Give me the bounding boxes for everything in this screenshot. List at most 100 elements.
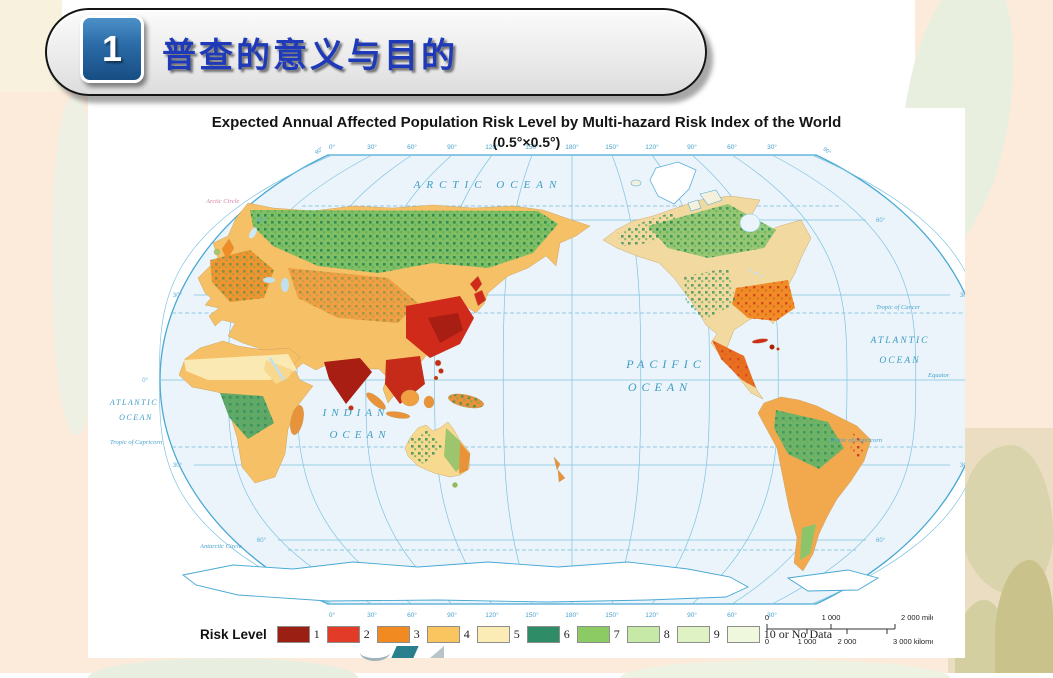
decor-triangle-shape — [430, 646, 444, 658]
svg-text:0: 0 — [765, 613, 769, 622]
background-corner-topright — [915, 0, 1053, 120]
legend-item: 10 or No Data — [726, 625, 833, 643]
legend-value: 10 or No Data — [763, 626, 833, 641]
legend-swatch — [626, 625, 660, 643]
svg-text:OCEAN: OCEAN — [119, 413, 153, 422]
legend-value: 1 — [313, 626, 320, 641]
svg-text:150°: 150° — [525, 143, 539, 151]
svg-text:180°: 180° — [565, 143, 579, 151]
map-title: Expected Annual Affected Population Risk… — [211, 114, 842, 131]
svg-text:90°: 90° — [687, 143, 697, 151]
decor-teal-shape — [391, 646, 419, 658]
legend-value: 8 — [663, 626, 670, 641]
legend-value: 7 — [613, 626, 620, 641]
equator-label: Equator — [927, 372, 950, 379]
graticule-labels: 0° 30° 60° 90° 120° 150° 180° 150° 120° 90° 60° 30°… — [142, 143, 965, 619]
svg-text:30°: 30° — [173, 463, 183, 469]
svg-text:180°: 180° — [565, 611, 579, 619]
svg-text:1 000: 1 000 — [798, 637, 817, 646]
tropic-capricorn-label-w: Tropic of Capricorn — [110, 439, 162, 446]
legend-swatch — [576, 625, 610, 643]
legend-swatch — [426, 625, 460, 643]
svg-text:60°: 60° — [876, 218, 886, 224]
svg-text:90°: 90° — [314, 146, 324, 156]
svg-text:60°: 60° — [727, 143, 737, 151]
svg-text:30°: 30° — [367, 143, 377, 151]
legend-value: 4 — [463, 626, 470, 641]
svg-text:2 000: 2 000 — [838, 637, 857, 646]
svg-text:OCEAN: OCEAN — [329, 429, 390, 441]
ocean-labels: ARCTIC OCEAN PACIFIC OCEAN INDIAN OCEAN … — [109, 179, 930, 441]
background-strip-bottom — [0, 656, 1053, 673]
legend-item: 6 — [526, 625, 570, 643]
svg-text:30°: 30° — [960, 463, 965, 469]
svg-text:120°: 120° — [485, 611, 499, 619]
svg-text:OCEAN: OCEAN — [879, 356, 920, 366]
atlantic-east-label: ATLANTIC — [870, 336, 930, 346]
svg-text:120°: 120° — [645, 611, 659, 619]
decor-arc-shape — [360, 644, 390, 661]
legend-swatch — [276, 625, 310, 643]
legend-swatch — [476, 625, 510, 643]
svg-text:150°: 150° — [605, 143, 619, 151]
reference-line-labels: Arctic Circle Tropic of Cancer Equator T… — [110, 198, 950, 550]
svg-text:30°: 30° — [960, 293, 965, 299]
arctic-ocean-label: ARCTIC OCEAN — [413, 179, 563, 191]
world-risk-map: ARCTIC OCEAN PACIFIC OCEAN INDIAN OCEAN … — [109, 143, 965, 619]
svg-text:90°: 90° — [687, 611, 697, 619]
svg-text:90°: 90° — [447, 143, 457, 151]
svg-text:60°: 60° — [407, 611, 417, 619]
legend-value: 2 — [363, 626, 370, 641]
tropic-cancer-label: Tropic of Cancer — [876, 304, 921, 311]
slide-title: 普查的意义与目的 — [162, 36, 458, 75]
legend-item: 5 — [476, 625, 520, 643]
svg-text:0°: 0° — [329, 143, 336, 151]
decor-khaki-blob — [960, 445, 1053, 595]
svg-text:60°: 60° — [876, 538, 886, 544]
slide-number-badge: 1 — [80, 15, 144, 83]
map-figure: ARCTIC OCEAN PACIFIC OCEAN INDIAN OCEAN … — [88, 108, 965, 661]
svg-text:60°: 60° — [257, 218, 267, 224]
world-map-art — [178, 161, 880, 603]
atlantic-west-label: ATLANTIC — [109, 398, 158, 407]
legend-swatch — [326, 625, 360, 643]
legend-item: 7 — [576, 625, 620, 643]
svg-text:2 000 miles: 2 000 miles — [901, 613, 933, 622]
legend-item: 8 — [626, 625, 670, 643]
svg-text:0°: 0° — [329, 611, 336, 619]
legend-swatch — [676, 625, 710, 643]
legend: Risk Level 1 2 3 4 5 6 7 8 9 10 or No Data — [200, 624, 839, 644]
legend-value: 9 — [713, 626, 720, 641]
legend-item: 9 — [676, 625, 720, 643]
svg-text:30°: 30° — [173, 293, 183, 299]
legend-value: 6 — [563, 626, 570, 641]
slide-title-bar: 1 普查的意义与目的 — [45, 8, 707, 96]
svg-text:30°: 30° — [767, 611, 777, 619]
svg-text:30°: 30° — [367, 611, 377, 619]
svg-text:0°: 0° — [142, 378, 148, 384]
background-strip-right — [958, 0, 1053, 673]
scale-bar: 0 1 000 2 000 miles 0 1 000 2 000 3 000 kilome… — [765, 613, 933, 646]
arctic-circle-label: Arctic Circle — [205, 198, 239, 205]
legend-item: 2 — [326, 625, 370, 643]
svg-text:150°: 150° — [525, 611, 539, 619]
map-subtitle: (0.5°×0.5°) — [492, 134, 561, 150]
antarctic-circle-label: Antarctic Circle — [199, 543, 242, 550]
indian-ocean-label: INDIAN — [322, 407, 390, 419]
svg-text:60°: 60° — [257, 538, 267, 544]
svg-text:150°: 150° — [605, 611, 619, 619]
svg-text:60°: 60° — [727, 611, 737, 619]
svg-text:60°: 60° — [407, 143, 417, 151]
legend-item: 3 — [376, 625, 420, 643]
svg-text:30°: 30° — [767, 143, 777, 151]
decor-blob-bottommid — [620, 660, 950, 678]
svg-text:1 000: 1 000 — [822, 613, 841, 622]
legend-swatch — [526, 625, 560, 643]
legend-item: 4 — [426, 625, 470, 643]
legend-swatch — [376, 625, 410, 643]
pacific-ocean-label: PACIFIC — [625, 357, 705, 371]
svg-text:0: 0 — [765, 637, 769, 646]
svg-text:120°: 120° — [485, 143, 499, 151]
legend-value: 5 — [513, 626, 520, 641]
decor-olive-blob — [995, 560, 1053, 673]
